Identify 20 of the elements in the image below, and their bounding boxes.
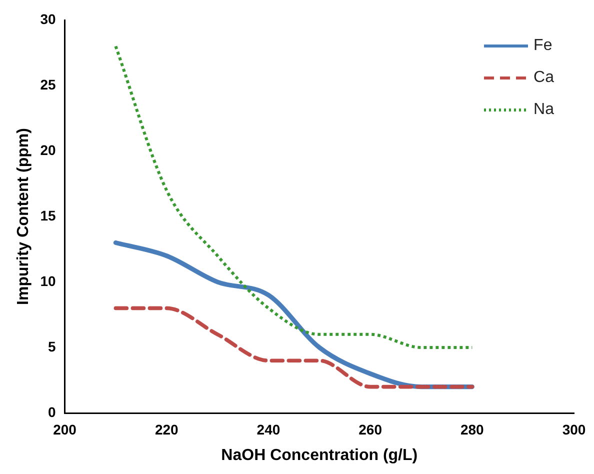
line-series xyxy=(114,306,474,389)
x-tick-label: 240 xyxy=(256,421,280,438)
x-tick-label: 260 xyxy=(358,421,382,438)
x-tick-label: 280 xyxy=(460,421,484,438)
x-tick-label: 200 xyxy=(53,421,77,438)
legend-label: Fe xyxy=(534,37,552,55)
legend-label: Na xyxy=(534,101,554,119)
y-tick-label: 10 xyxy=(40,272,56,289)
y-axis-title: Impurity Content (ppm) xyxy=(15,128,32,305)
x-tick-label: 300 xyxy=(562,421,586,438)
y-tick-label: 15 xyxy=(40,207,56,224)
x-axis-title: NaOH Concentration (g/L) xyxy=(221,446,418,464)
y-tick-label: 0 xyxy=(48,404,56,420)
y-tick-label: 20 xyxy=(40,142,56,158)
y-tick-label: 25 xyxy=(40,76,56,92)
x-tick-label: 220 xyxy=(154,421,179,438)
y-tick-label: 30 xyxy=(40,10,56,27)
line-series xyxy=(114,44,474,349)
y-tick-label: 5 xyxy=(48,338,56,354)
legend-label: Ca xyxy=(534,69,554,87)
